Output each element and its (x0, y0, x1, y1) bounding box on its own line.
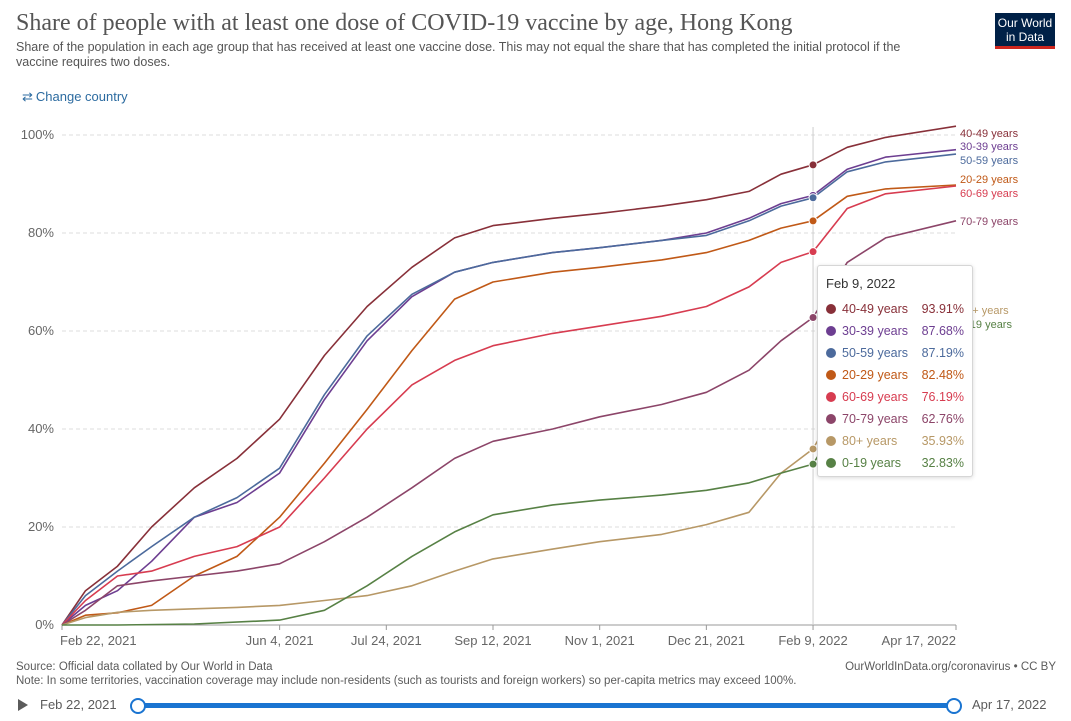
tooltip-series-value: 35.93% (921, 434, 964, 448)
tooltip: Feb 9, 2022 40-49 years 93.91% 30-39 years… (817, 265, 973, 477)
series-line (61, 220, 957, 626)
hover-point (808, 444, 818, 454)
tooltip-row: 50-59 years 87.19% (826, 342, 964, 364)
tooltip-series-value: 62.76% (921, 412, 964, 426)
timeline-end-label: Apr 17, 2022 (972, 697, 1047, 712)
owid-logo[interactable]: Our World in Data (995, 13, 1055, 49)
series-line (61, 184, 957, 626)
series-dot-icon (826, 370, 836, 380)
series-line (61, 320, 957, 626)
chart-subtitle: Share of the population in each age grou… (16, 40, 901, 69)
tooltip-date: Feb 9, 2022 (826, 276, 896, 291)
tooltip-row: 40-49 years 93.91% (826, 298, 964, 320)
x-tick-label: Feb 22, 2021 (60, 633, 137, 648)
tooltip-series-value: 87.68% (921, 324, 964, 338)
timeline-track[interactable] (137, 703, 955, 708)
end-label: 70-79 years (960, 216, 1019, 228)
license-link[interactable]: OurWorldInData.org/coronavirus • CC BY (845, 661, 1056, 673)
tooltip-row: 80+ years 35.93% (826, 430, 964, 452)
play-icon[interactable] (18, 699, 28, 711)
x-tick-label: Dec 21, 2021 (668, 633, 745, 648)
chart-title: Share of people with at least one dose o… (16, 10, 793, 36)
change-country-label: Change country (35, 89, 128, 104)
end-label: 60-69 years (960, 188, 1019, 200)
tooltip-series-value: 93.91% (921, 302, 964, 316)
hover-point (808, 312, 818, 322)
y-tick-label: 20% (28, 519, 54, 534)
series-dot-icon (826, 458, 836, 468)
logo-line-2: in Data (1005, 30, 1045, 44)
end-label: 30-39 years (960, 141, 1019, 153)
x-tick-label: Apr 17, 2022 (882, 633, 956, 648)
x-tick-label: Nov 1, 2021 (565, 633, 635, 648)
tooltip-rows: 40-49 years 93.91% 30-39 years 87.68% 50-59 … (826, 298, 964, 474)
series-dot-icon (826, 304, 836, 314)
x-tick-label: Jul 24, 2021 (351, 633, 422, 648)
tooltip-series-name: 60-69 years (842, 390, 909, 404)
tooltip-row: 60-69 years 76.19% (826, 386, 964, 408)
y-tick-label: 40% (28, 421, 54, 436)
hover-point (808, 216, 818, 226)
y-tick-label: 80% (28, 225, 54, 240)
tooltip-series-value: 76.19% (921, 390, 964, 404)
tooltip-series-name: 70-79 years (842, 412, 909, 426)
y-tick-label: 100% (21, 127, 55, 142)
tooltip-series-name: 50-59 years (842, 346, 909, 360)
source-note: Source: Official data collated by Our Wo… (16, 661, 273, 673)
x-tick-label: Sep 12, 2021 (454, 633, 531, 648)
x-tick-label: Jun 4, 2021 (246, 633, 314, 648)
series-line (61, 125, 957, 626)
y-tick-label: 60% (28, 323, 54, 338)
timeline-start-label: Feb 22, 2021 (40, 697, 117, 712)
hover-point (808, 193, 818, 203)
series-dot-icon (826, 326, 836, 336)
tooltip-row: 30-39 years 87.68% (826, 320, 964, 342)
x-tick-label: Feb 9, 2022 (778, 633, 847, 648)
end-label: 0-19 years (960, 319, 1012, 331)
tooltip-series-name: 80+ years (842, 434, 898, 448)
tooltip-row: 20-29 years 82.48% (826, 364, 964, 386)
hover-point (808, 247, 818, 257)
tooltip-series-name: 20-29 years (842, 368, 909, 382)
tooltip-series-value: 82.48% (921, 368, 964, 382)
y-tick-label: 0% (35, 617, 54, 632)
tooltip-row: 0-19 years 32.83% (826, 452, 964, 474)
timeline-start-handle[interactable] (130, 698, 146, 714)
series-dot-icon (826, 392, 836, 402)
end-label: 50-59 years (960, 155, 1019, 167)
tooltip-row: 70-79 years 62.76% (826, 408, 964, 430)
series-line (61, 153, 957, 626)
series-line (61, 185, 957, 626)
end-label: 40-49 years (960, 128, 1019, 140)
timeline-end-handle[interactable] (946, 698, 962, 714)
change-country-button[interactable]: ⇄ Change country (22, 89, 128, 105)
tooltip-series-name: 40-49 years (842, 302, 909, 316)
series-dot-icon (826, 414, 836, 424)
line-chart[interactable]: 0% 20% 40% 60% 80% 100% Feb 22, 2021 Jun 4, 202… (0, 118, 1071, 653)
tooltip-series-value: 32.83% (921, 456, 964, 470)
logo-line-1: Our World (997, 16, 1053, 30)
end-label: 20-29 years (960, 174, 1019, 186)
series-dot-icon (826, 348, 836, 358)
tooltip-series-name: 30-39 years (842, 324, 909, 338)
tooltip-series-name: 0-19 years (842, 456, 902, 470)
hover-point (808, 459, 818, 469)
timeline[interactable]: Feb 22, 2021 Apr 17, 2022 (0, 693, 1071, 719)
hover-point (808, 160, 818, 170)
tooltip-series-value: 87.19% (921, 346, 964, 360)
swap-arrows-icon: ⇄ (22, 89, 33, 104)
footnote: Note: In some territories, vaccination c… (16, 675, 797, 687)
series-dot-icon (826, 436, 836, 446)
